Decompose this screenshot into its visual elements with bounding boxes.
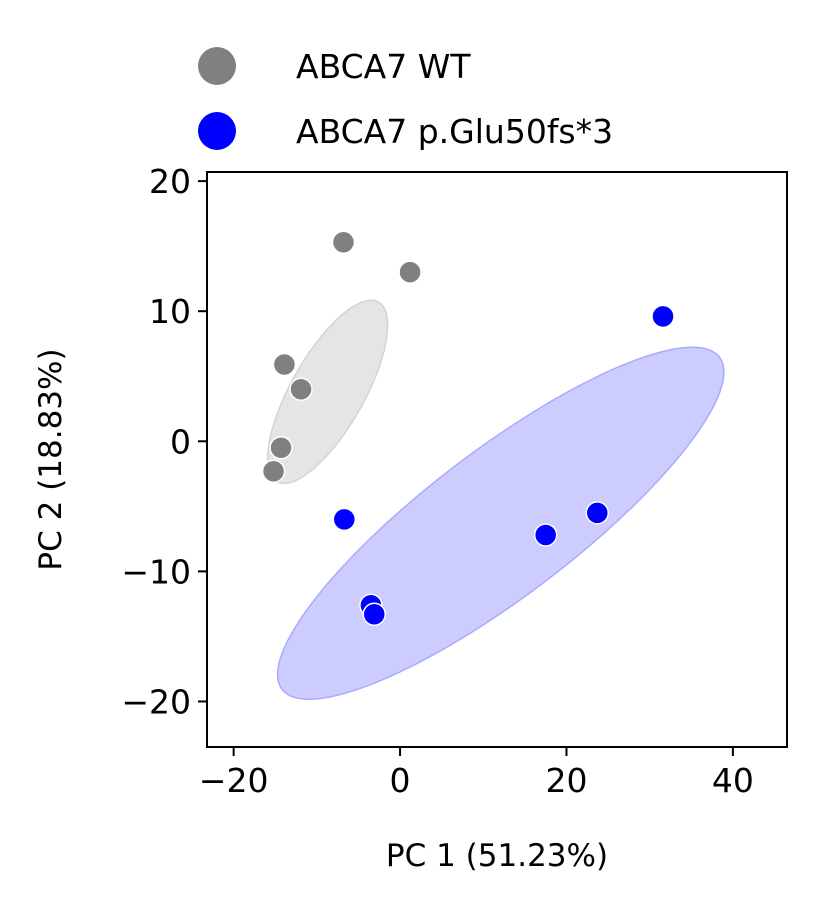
legend-marker-wt [198,47,236,85]
y-tick-label: −20 [121,682,191,721]
x-tick-label: 0 [390,761,411,800]
y-tick-label: 20 [149,162,191,201]
plot-frame [206,171,788,748]
legend-entry-wt: ABCA7 WT [198,41,471,91]
y-tick-label: 0 [170,422,191,461]
data-points [261,230,675,627]
x-axis-ticks: −20 0 20 40 [199,747,754,800]
x-tick-label: −20 [199,761,269,800]
y-tick-label: −10 [121,552,191,591]
legend-label-wt: ABCA7 WT [296,46,471,86]
y-axis-title: PC 2 (18.83%) [33,348,69,570]
point-series-1-3 [585,501,610,525]
x-axis-title: PC 1 (51.23%) [386,838,608,874]
point-series-0-4 [269,436,293,460]
point-series-0-1 [398,260,422,284]
x-tick-label: 40 [712,761,754,800]
confidence-ellipses [266,299,725,700]
point-series-1-2 [533,523,558,547]
y-tick-label: 10 [149,292,191,331]
point-series-0-2 [272,352,297,377]
legend-entry-mutant: ABCA7 p.Glu50fs*3 [198,106,613,156]
ellipse-series-1 [276,346,725,700]
point-series-1-0 [651,304,675,329]
point-series-1-5 [362,602,387,627]
x-tick-label: 20 [545,761,587,800]
legend-marker-mutant [198,112,236,150]
legend-label-mutant: ABCA7 p.Glu50fs*3 [296,111,614,151]
point-series-1-1 [332,507,357,532]
point-series-0-0 [331,230,356,254]
y-axis-ticks: −20 −10 0 10 20 [121,162,207,721]
point-series-0-5 [261,459,286,483]
point-series-0-3 [289,377,313,402]
